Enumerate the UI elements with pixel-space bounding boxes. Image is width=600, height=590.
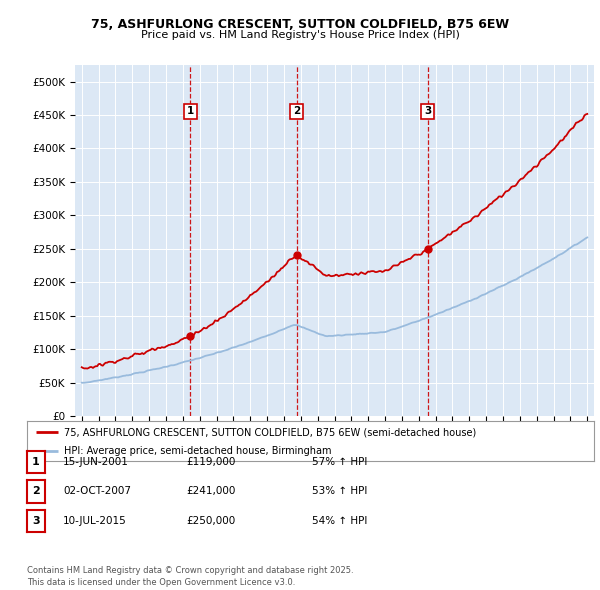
Text: 75, ASHFURLONG CRESCENT, SUTTON COLDFIELD, B75 6EW: 75, ASHFURLONG CRESCENT, SUTTON COLDFIEL… <box>91 18 509 31</box>
Text: 02-OCT-2007: 02-OCT-2007 <box>63 487 131 496</box>
Text: 1: 1 <box>187 106 194 116</box>
Text: 75, ASHFURLONG CRESCENT, SUTTON COLDFIELD, B75 6EW (semi-detached house): 75, ASHFURLONG CRESCENT, SUTTON COLDFIEL… <box>64 427 476 437</box>
Text: 53% ↑ HPI: 53% ↑ HPI <box>312 487 367 496</box>
Text: HPI: Average price, semi-detached house, Birmingham: HPI: Average price, semi-detached house,… <box>64 445 331 455</box>
Text: 1: 1 <box>32 457 40 467</box>
Text: 2: 2 <box>32 487 40 496</box>
Text: £250,000: £250,000 <box>186 516 235 526</box>
Text: 54% ↑ HPI: 54% ↑ HPI <box>312 516 367 526</box>
Text: £241,000: £241,000 <box>186 487 235 496</box>
Text: 3: 3 <box>32 516 40 526</box>
Text: 57% ↑ HPI: 57% ↑ HPI <box>312 457 367 467</box>
Text: 10-JUL-2015: 10-JUL-2015 <box>63 516 127 526</box>
Text: Price paid vs. HM Land Registry's House Price Index (HPI): Price paid vs. HM Land Registry's House … <box>140 30 460 40</box>
Text: Contains HM Land Registry data © Crown copyright and database right 2025.
This d: Contains HM Land Registry data © Crown c… <box>27 566 353 587</box>
Text: 15-JUN-2001: 15-JUN-2001 <box>63 457 129 467</box>
Text: £119,000: £119,000 <box>186 457 235 467</box>
Text: 3: 3 <box>424 106 431 116</box>
Text: 2: 2 <box>293 106 300 116</box>
